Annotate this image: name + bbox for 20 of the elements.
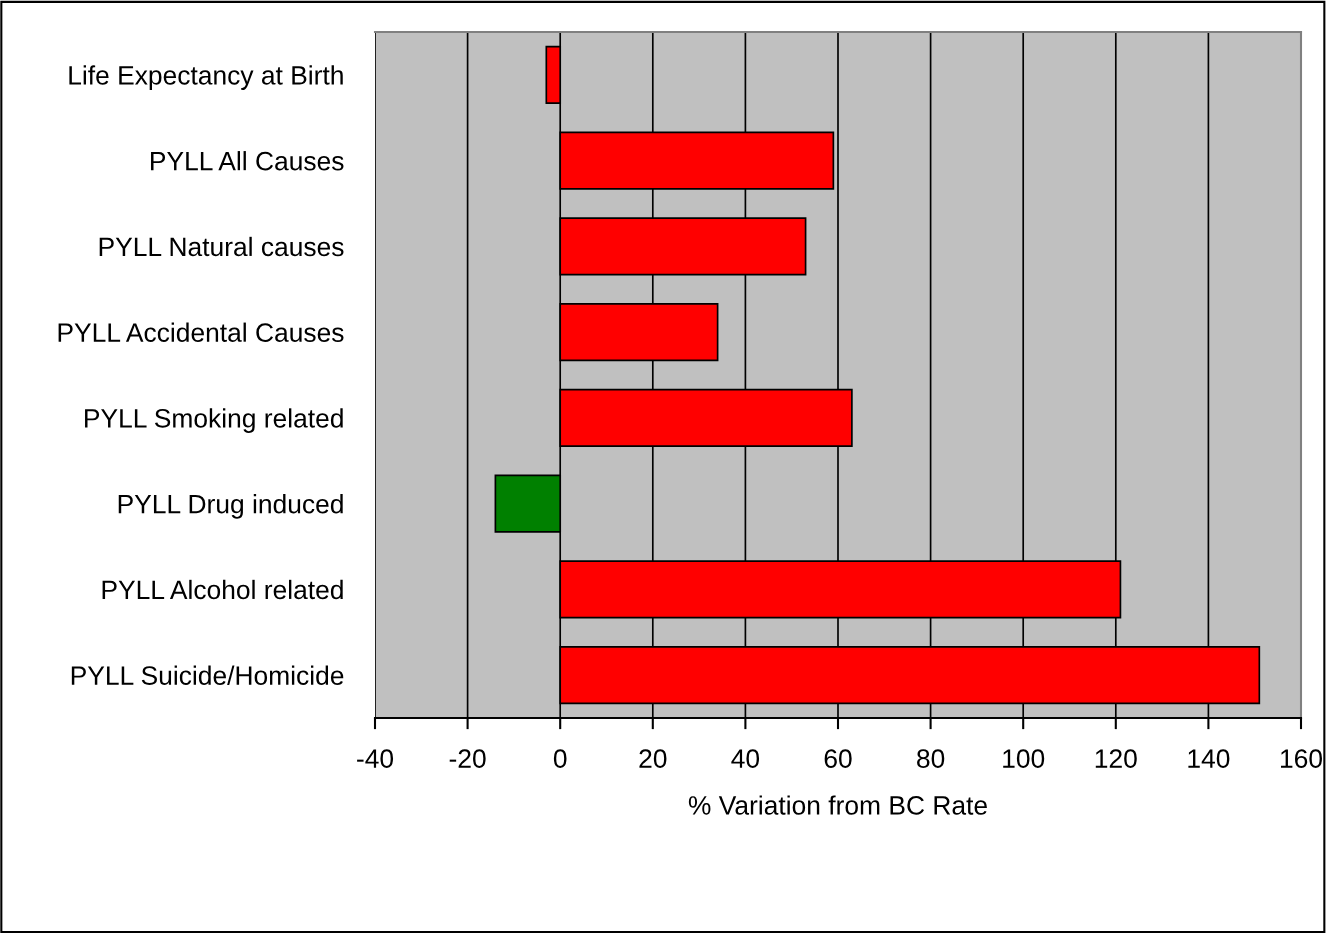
y-tick-label: Life Expectancy at Birth <box>69 65 343 90</box>
y-tick-label: PYLL All Causes <box>151 151 344 171</box>
x-tick-label: 60 <box>824 749 852 768</box>
x-tick-label: 120 <box>1095 749 1137 768</box>
x-tick-label: 0 <box>553 749 567 768</box>
x-tick-label: 20 <box>639 749 667 768</box>
x-tick-label: 160 <box>1281 749 1322 768</box>
y-tick-label: PYLL Smoking related <box>85 408 343 433</box>
x-tick-label: -20 <box>449 749 486 768</box>
x-tick-label: 80 <box>917 749 945 768</box>
y-tick-label: PYLL Accidental Causes <box>58 322 344 342</box>
x-tick-label: -40 <box>357 749 394 768</box>
x-axis-title: % Variation from BC Rate <box>688 795 987 815</box>
x-tick-label: 40 <box>731 749 760 768</box>
x-tick-label: 140 <box>1188 749 1230 768</box>
y-tick-label: PYLL Alcohol related <box>102 579 343 600</box>
y-tick-label: PYLL Suicide/Homicide <box>71 665 344 685</box>
y-tick-label: PYLL Drug induced <box>118 494 343 519</box>
y-tick-label: PYLL Natural causes <box>99 236 344 257</box>
x-tick-label: 100 <box>1003 749 1045 768</box>
